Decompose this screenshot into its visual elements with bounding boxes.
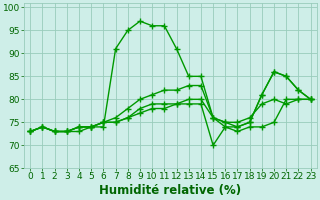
X-axis label: Humidité relative (%): Humidité relative (%) xyxy=(100,184,242,197)
